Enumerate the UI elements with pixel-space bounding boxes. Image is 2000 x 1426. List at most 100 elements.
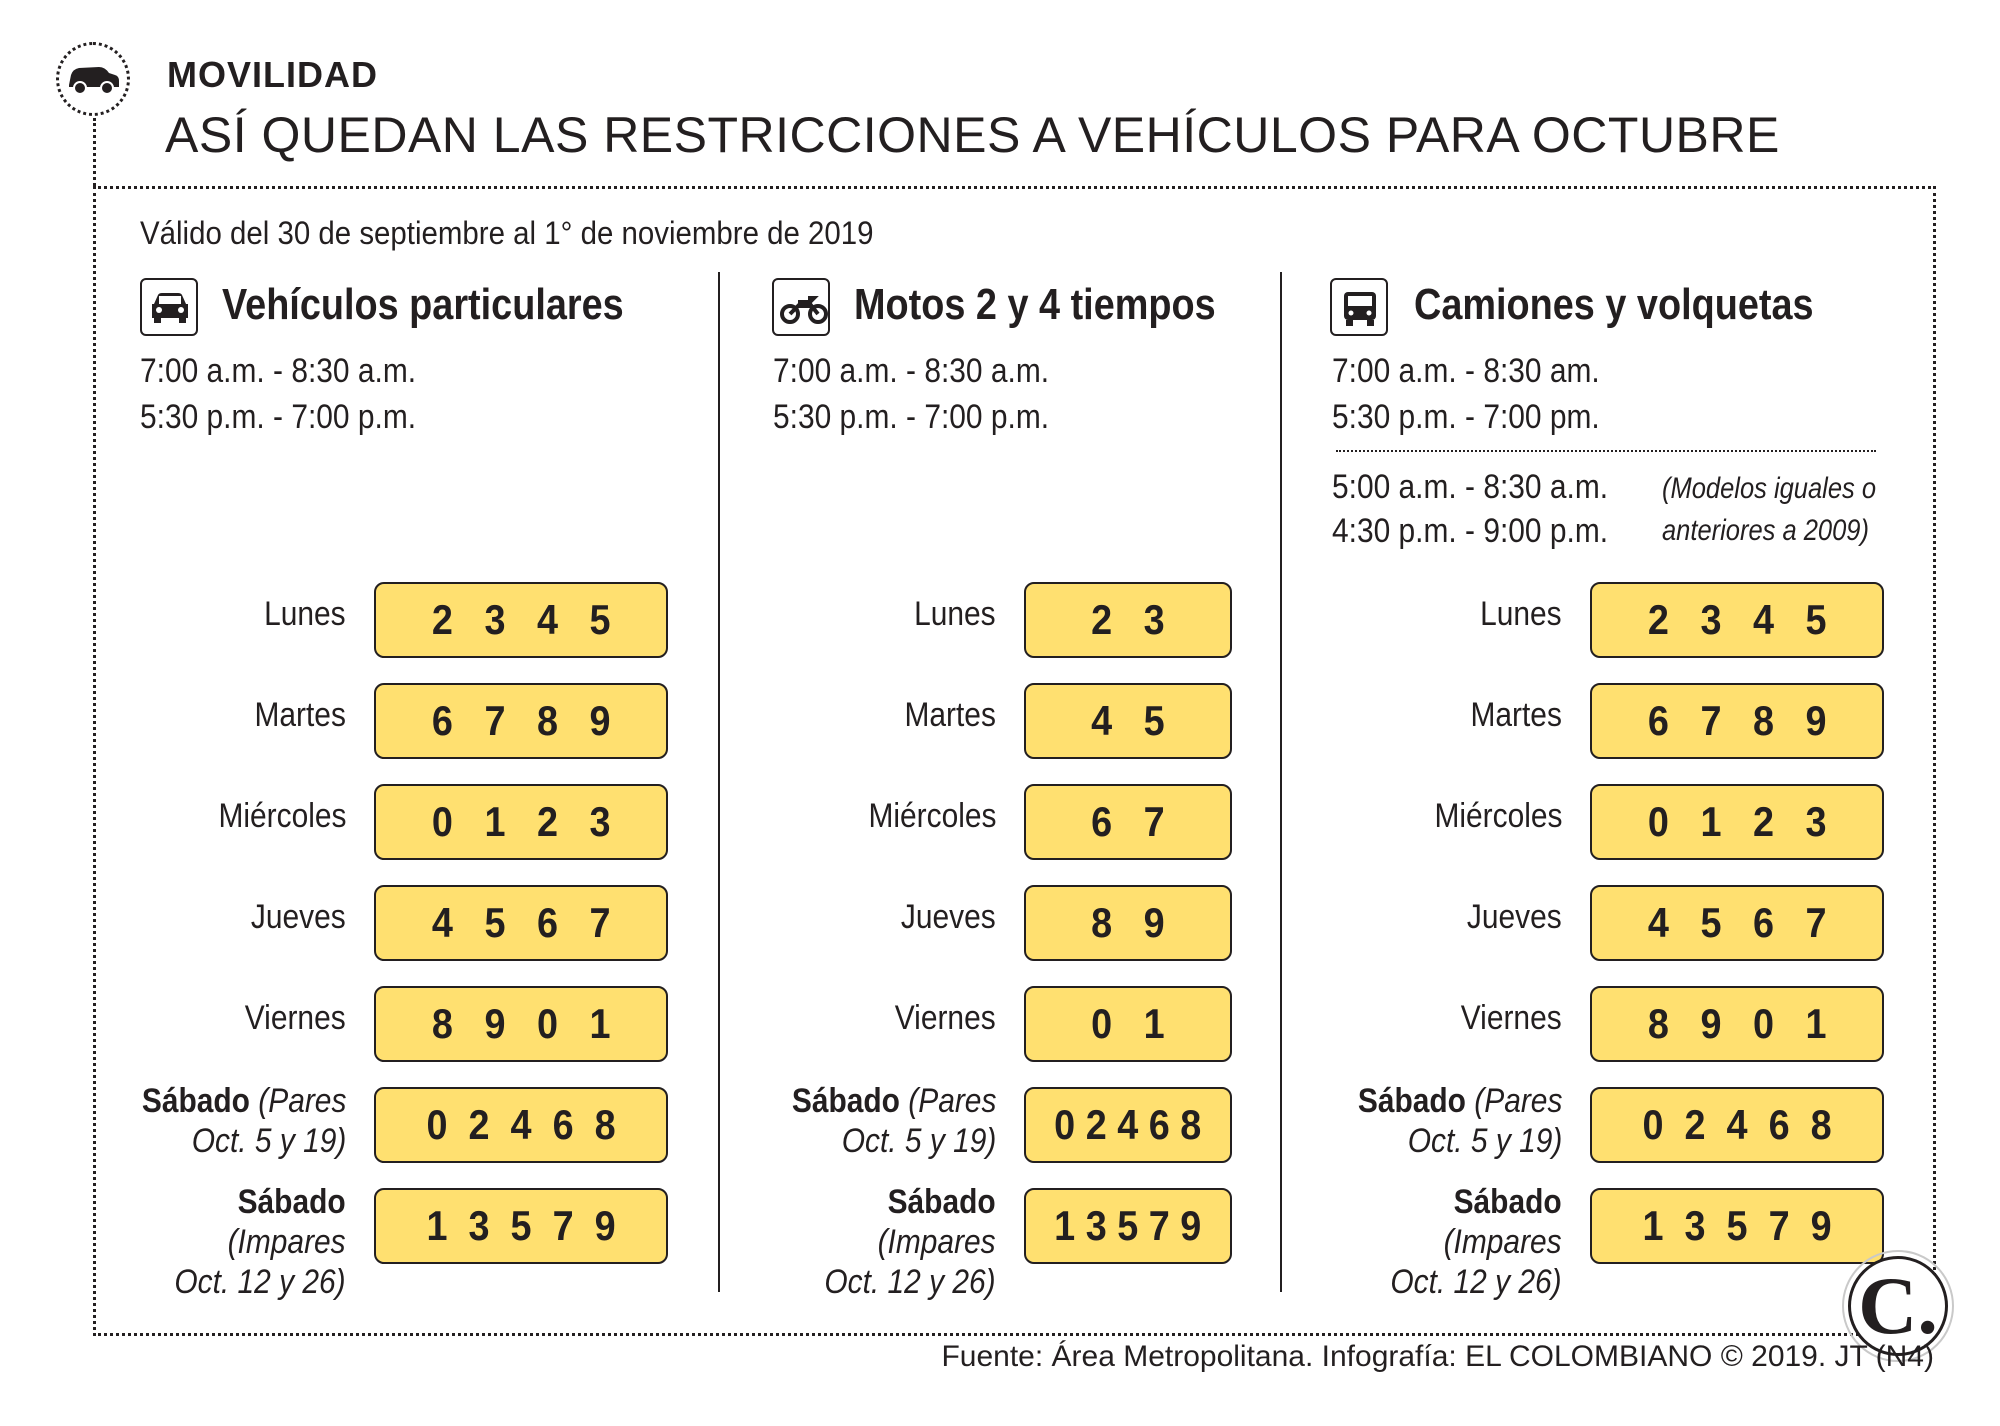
models-note: (Modelos iguales o <box>1662 472 1877 505</box>
time-range: 7:00 a.m. - 8:30 am. <box>1332 352 1600 390</box>
day-detail: Oct. 12 y 26) <box>174 1263 346 1301</box>
day-label: Jueves <box>1467 897 1562 937</box>
day-label: Miércoles <box>218 796 346 836</box>
plate-digits: 4 5 <box>1091 697 1165 744</box>
plate-digits: 0 1 2 3 <box>431 798 611 845</box>
day-label: Sábado (Impares Oct. 12 y 26) <box>1391 1182 1562 1302</box>
day-label: Miércoles <box>1434 796 1562 836</box>
plate-digits: 0 2 4 6 8 <box>426 1101 616 1148</box>
plate-digits: 4 5 6 7 <box>1647 899 1827 946</box>
column-title: Camiones y volquetas <box>1414 280 1814 329</box>
column-icon-box <box>772 278 830 336</box>
day-name: Martes <box>904 696 996 734</box>
time-range: 5:30 p.m. - 7:00 p.m. <box>773 398 1050 436</box>
day-label: Sábado (Impares Oct. 12 y 26) <box>175 1182 346 1302</box>
plate-digits-box: 1 3 5 7 9 <box>1024 1188 1232 1264</box>
day-name: Martes <box>1470 696 1562 734</box>
car-icon <box>152 293 188 323</box>
column-divider <box>1280 272 1282 1292</box>
day-detail: (Impares <box>1443 1223 1562 1261</box>
day-name: Lunes <box>1480 595 1562 633</box>
motorcycle-icon <box>780 296 828 324</box>
day-detail: Oct. 12 y 26) <box>1390 1263 1562 1301</box>
column-icon-box <box>140 278 198 336</box>
plate-digits: 1 3 5 7 9 <box>1054 1202 1202 1249</box>
plate-digits: 2 3 4 5 <box>431 596 611 643</box>
day-name: Martes <box>254 696 346 734</box>
footer-credit: Fuente: Área Metropolitana. Infografía: … <box>941 1340 1934 1373</box>
plate-digits-box: 0 1 2 3 <box>1590 784 1884 860</box>
day-label: Sábado (Pares Oct. 5 y 19) <box>141 1081 346 1161</box>
day-label: Jueves <box>901 897 996 937</box>
plate-digits-box: 8 9 0 1 <box>1590 986 1884 1062</box>
day-detail: (Pares <box>907 1082 996 1120</box>
headline: ASÍ QUEDAN LAS RESTRICCIONES A VEHÍCULOS… <box>165 107 1780 163</box>
day-name: Viernes <box>245 999 346 1037</box>
plate-digits-box: 0 1 <box>1024 986 1232 1062</box>
plate-digits-box: 8 9 <box>1024 885 1232 961</box>
separator-dots <box>1336 450 1876 452</box>
el-colombiano-logo-icon: C. <box>1848 1256 1948 1356</box>
column-icon-box <box>1330 278 1388 336</box>
plate-digits: 0 1 2 3 <box>1647 798 1827 845</box>
plate-digits: 6 7 8 9 <box>431 697 611 744</box>
content-frame <box>93 186 1936 1336</box>
plate-digits-box: 0 1 2 3 <box>374 784 668 860</box>
plate-digits: 2 3 4 5 <box>1647 596 1827 643</box>
time-range: 5:00 a.m. - 8:30 a.m. <box>1332 468 1609 506</box>
day-name: Sábado <box>1357 1082 1466 1120</box>
plate-digits-box: 8 9 0 1 <box>374 986 668 1062</box>
day-label: Lunes <box>264 594 346 634</box>
plate-digits: 8 9 0 1 <box>431 1000 611 1047</box>
day-label: Lunes <box>914 594 996 634</box>
plate-digits-box: 4 5 6 7 <box>374 885 668 961</box>
plate-digits-box: 2 3 4 5 <box>1590 582 1884 658</box>
plate-digits: 0 2 4 6 8 <box>1054 1101 1202 1148</box>
plate-digits-box: 6 7 8 9 <box>1590 683 1884 759</box>
day-name: Miércoles <box>217 797 346 835</box>
time-range: 7:00 a.m. - 8:30 a.m. <box>140 352 417 390</box>
plate-digits: 1 3 5 7 9 <box>1642 1202 1832 1249</box>
day-label: Lunes <box>1480 594 1562 634</box>
time-range: 5:30 p.m. - 7:00 p.m. <box>140 398 417 436</box>
logo-ring <box>1842 1250 1954 1362</box>
header-connector-line <box>93 118 96 186</box>
day-label: Sábado (Impares Oct. 12 y 26) <box>825 1182 996 1302</box>
day-name: Jueves <box>1467 898 1562 936</box>
day-name: Viernes <box>1461 999 1562 1037</box>
column-title: Motos 2 y 4 tiempos <box>854 280 1216 329</box>
day-name: Miércoles <box>867 797 996 835</box>
day-name: Jueves <box>901 898 996 936</box>
car-icon <box>69 67 119 95</box>
day-name: Jueves <box>251 898 346 936</box>
plate-digits: 4 5 6 7 <box>431 899 611 946</box>
day-name: Sábado <box>791 1082 900 1120</box>
time-range: 5:30 p.m. - 7:00 pm. <box>1332 398 1600 436</box>
column-title: Vehículos particulares <box>222 280 624 329</box>
plate-digits-box: 1 3 5 7 9 <box>1590 1188 1884 1264</box>
day-label: Miércoles <box>868 796 996 836</box>
plate-digits: 6 7 8 9 <box>1647 697 1827 744</box>
day-detail: (Impares <box>227 1223 346 1261</box>
day-detail: Oct. 12 y 26) <box>824 1263 996 1301</box>
day-detail: (Impares <box>877 1223 996 1261</box>
time-range: 4:30 p.m. - 9:00 p.m. <box>1332 512 1609 550</box>
plate-digits-box: 0 2 4 6 8 <box>374 1087 668 1163</box>
plate-digits: 0 1 <box>1091 1000 1165 1047</box>
plate-digits-box: 4 5 6 7 <box>1590 885 1884 961</box>
day-name: Sábado <box>1453 1183 1562 1221</box>
plate-digits-box: 2 3 <box>1024 582 1232 658</box>
day-detail: Oct. 5 y 19) <box>841 1122 996 1160</box>
plate-digits-box: 0 2 4 6 8 <box>1024 1087 1232 1163</box>
day-label: Sábado (Pares Oct. 5 y 19) <box>791 1081 996 1161</box>
plate-digits: 0 2 4 6 8 <box>1642 1101 1832 1148</box>
day-label: Martes <box>255 695 346 735</box>
plate-digits-box: 4 5 <box>1024 683 1232 759</box>
validity-text: Válido del 30 de septiembre al 1° de nov… <box>140 215 874 251</box>
truck-icon <box>1344 292 1376 326</box>
day-name: Lunes <box>264 595 346 633</box>
day-name: Viernes <box>895 999 996 1037</box>
column-divider <box>718 272 720 1292</box>
car-circle-badge <box>56 42 130 116</box>
day-name: Miércoles <box>1433 797 1562 835</box>
